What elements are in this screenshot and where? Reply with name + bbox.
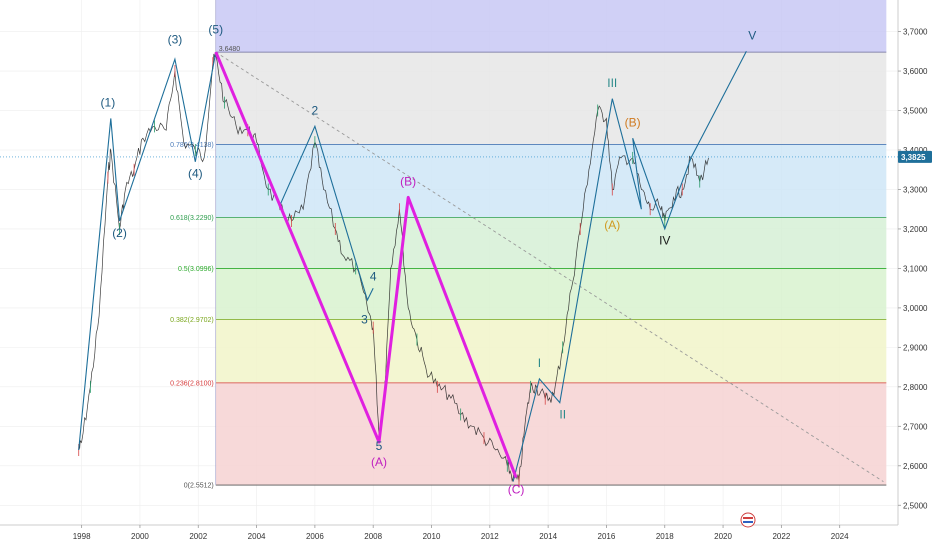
wave-label: (4) <box>188 167 203 181</box>
y-tick-label: 2,6000 <box>903 462 928 471</box>
dashed-trendline <box>215 51 884 482</box>
y-tick-label: 2,8000 <box>903 383 928 392</box>
wave-line <box>512 51 747 482</box>
wave-label: V <box>748 28 756 42</box>
x-tick-label: 1998 <box>73 532 91 541</box>
abc-lines <box>214 51 518 479</box>
y-tick-label: 3,4000 <box>903 146 928 155</box>
y-tick-label: 2,5000 <box>903 501 928 510</box>
wave-lines <box>78 51 747 482</box>
fib-bands <box>215 0 887 486</box>
wave-label: 5 <box>376 439 383 453</box>
x-tick-label: 2016 <box>598 532 616 541</box>
x-tick-label: 2022 <box>772 532 790 541</box>
y-axis-ticks: 3,7000 3,6000 3,5000 3,4000 3,3000 3,2000 3,10… <box>898 28 928 510</box>
wave-line <box>78 51 217 451</box>
x-tick-label: 2002 <box>189 532 207 541</box>
wave-line <box>279 124 374 302</box>
wave-label: II <box>559 407 566 421</box>
fib-band <box>215 144 887 218</box>
y-tick-label: 3,2000 <box>903 225 928 234</box>
fib-levels: 3.64800.786(3.4138)0.618(3.2290)0.5(3.09… <box>170 0 887 490</box>
price-series <box>78 52 709 488</box>
abc-correction-line <box>214 51 518 479</box>
wave-label: (B) <box>400 175 416 189</box>
wave-labels: (1)(2)(3)(4)(5)2345(A)(B)(C)IIIIII(A)(B)… <box>101 23 757 497</box>
y-tick-label: 3,3000 <box>903 185 928 194</box>
fib-level-label: 0.618(3.2290) <box>170 215 214 222</box>
y-tick-label: 3,5000 <box>903 107 928 116</box>
fib-band <box>215 319 887 383</box>
x-tick-label: 2012 <box>481 532 499 541</box>
wave-label: 2 <box>312 103 319 117</box>
x-tick-label: 2020 <box>714 532 732 541</box>
current-price-tag: 3,3825 <box>901 153 926 162</box>
trendline <box>215 51 884 482</box>
fib-band <box>215 268 887 320</box>
fib-level-label: 0.5(3.0996) <box>178 266 214 273</box>
x-tick-label: 2006 <box>306 532 324 541</box>
current-price-marker: 3,3825 <box>0 150 932 163</box>
x-tick-label: 2024 <box>831 532 849 541</box>
current-price-tag-background <box>898 150 932 163</box>
x-axis-ticks: 1998 2000 2002 2004 2006 2008 2010 2012 2014 2016… <box>73 525 849 541</box>
fib-top-label: 3.6480 <box>219 46 241 53</box>
fib-level-label: 0(2.5512) <box>184 483 214 490</box>
fib-band <box>215 217 887 269</box>
tradingview-logo-icon <box>740 512 756 528</box>
fib-band <box>215 382 887 486</box>
wave-label: (2) <box>112 226 127 240</box>
fib-band <box>215 0 887 53</box>
y-tick-label: 3,6000 <box>903 67 928 76</box>
wave-label: (3) <box>168 32 183 46</box>
y-tick-label: 3,1000 <box>903 264 928 273</box>
fib-level-label: 0.236(2.8100) <box>170 380 214 387</box>
wave-label: (C) <box>508 482 525 496</box>
x-tick-label: 2000 <box>131 532 149 541</box>
wave-label: III <box>607 76 617 90</box>
fib-band <box>215 52 887 145</box>
wave-label: (A) <box>604 218 620 232</box>
y-tick-label: 2,7000 <box>903 422 928 431</box>
wave-label: (5) <box>208 23 223 37</box>
y-tick-label: 3,7000 <box>903 28 928 37</box>
wave-label: (A) <box>371 455 387 469</box>
wave-label: (1) <box>101 96 116 110</box>
wave-label: IV <box>659 234 670 248</box>
wave-label: (B) <box>625 115 641 129</box>
wave-label: I <box>538 356 541 370</box>
x-tick-label: 2018 <box>656 532 674 541</box>
y-tick-label: 2,9000 <box>903 343 928 352</box>
x-tick-label: 2010 <box>423 532 441 541</box>
wave-label: 3 <box>361 313 368 327</box>
y-tick-label: 3,0000 <box>903 304 928 313</box>
x-tick-label: 2004 <box>248 532 266 541</box>
wave-label: 4 <box>370 269 377 283</box>
x-tick-label: 2008 <box>364 532 382 541</box>
fib-level-label: 0.382(2.9702) <box>170 317 214 324</box>
price-line <box>78 52 709 482</box>
x-tick-label: 2014 <box>539 532 557 541</box>
